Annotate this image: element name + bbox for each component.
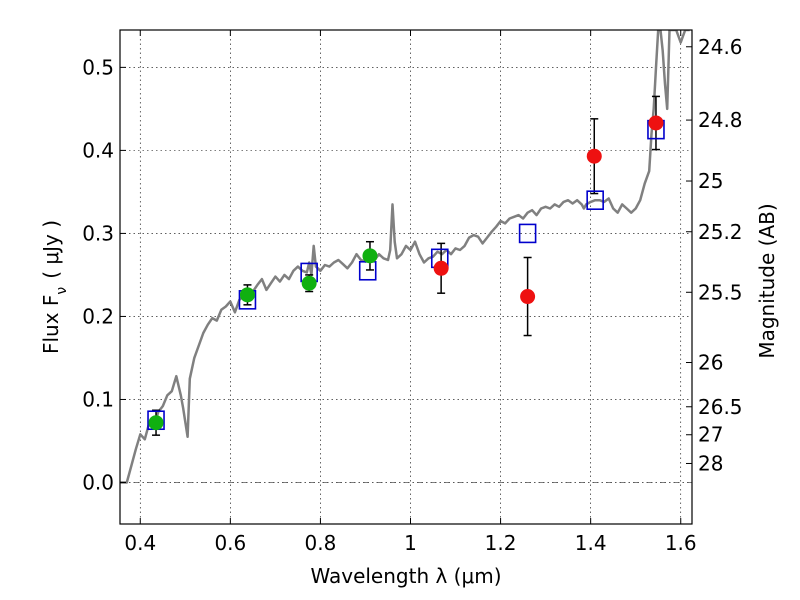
y-tick-label: 0.5 bbox=[82, 55, 114, 79]
x-tick-label: 1.6 bbox=[665, 531, 697, 555]
magnitude-tick-label: 26 bbox=[698, 351, 723, 375]
observed-flux-point bbox=[586, 148, 602, 164]
magnitude-tick-label: 26.5 bbox=[698, 395, 743, 419]
x-tick-label: 1.2 bbox=[485, 531, 517, 555]
x-tick-label: 0.4 bbox=[124, 531, 156, 555]
magnitude-tick-label: 25 bbox=[698, 169, 723, 193]
y-axis-label-subscript: ν bbox=[54, 287, 70, 295]
x-tick-label: 1 bbox=[404, 531, 417, 555]
magnitude-tick-label: 27 bbox=[698, 423, 723, 447]
observed-flux-point bbox=[362, 248, 378, 264]
magnitude-tick-label: 24.6 bbox=[698, 35, 743, 59]
observed-flux-point bbox=[148, 415, 164, 431]
y-tick-label: 0.4 bbox=[82, 138, 114, 162]
x-tick-label: 1.4 bbox=[575, 531, 607, 555]
y-axis-label: Flux Fν ( μJy ) bbox=[39, 220, 70, 354]
y-tick-label: 0.2 bbox=[82, 304, 114, 328]
observed-flux-point bbox=[520, 289, 536, 305]
model-photometry-square bbox=[518, 223, 537, 244]
x-tick-label: 0.6 bbox=[214, 531, 246, 555]
x-tick-label: 0.8 bbox=[305, 531, 337, 555]
y-tick-label: 0.1 bbox=[82, 387, 114, 411]
y-tick-label: 0.0 bbox=[82, 470, 114, 494]
observed-flux-point bbox=[433, 260, 449, 276]
observed-flux-point bbox=[239, 287, 255, 303]
magnitude-tick-label: 28 bbox=[698, 451, 723, 475]
magnitude-tick-label: 25.5 bbox=[698, 280, 743, 304]
y-tick-label: 0.3 bbox=[82, 221, 114, 245]
observed-flux-point bbox=[648, 115, 664, 131]
magnitude-axis-label: Magnitude (AB) bbox=[755, 203, 779, 358]
observed-flux-point bbox=[301, 275, 317, 291]
plot-frame bbox=[119, 29, 693, 525]
y-axis-label-unit: ( μJy ) bbox=[39, 220, 63, 279]
x-axis-label: Wavelength λ (μm) bbox=[310, 564, 501, 588]
sed-model-line bbox=[120, 30, 690, 484]
magnitude-tick-label: 24.8 bbox=[698, 108, 743, 132]
magnitude-tick-label: 25.2 bbox=[698, 220, 743, 244]
y-axis-label-main: Flux F bbox=[39, 295, 63, 354]
model-photometry-square bbox=[358, 260, 377, 281]
plot-area bbox=[120, 30, 690, 484]
model-photometry-square bbox=[586, 190, 604, 211]
axis-ticks: 0.4 0.6 0.8 1 1.2 1.4 1.6 0.0 0.1 0.2 0.3 0.4 0.5 24.… bbox=[82, 30, 743, 555]
grid-lines bbox=[120, 30, 692, 524]
